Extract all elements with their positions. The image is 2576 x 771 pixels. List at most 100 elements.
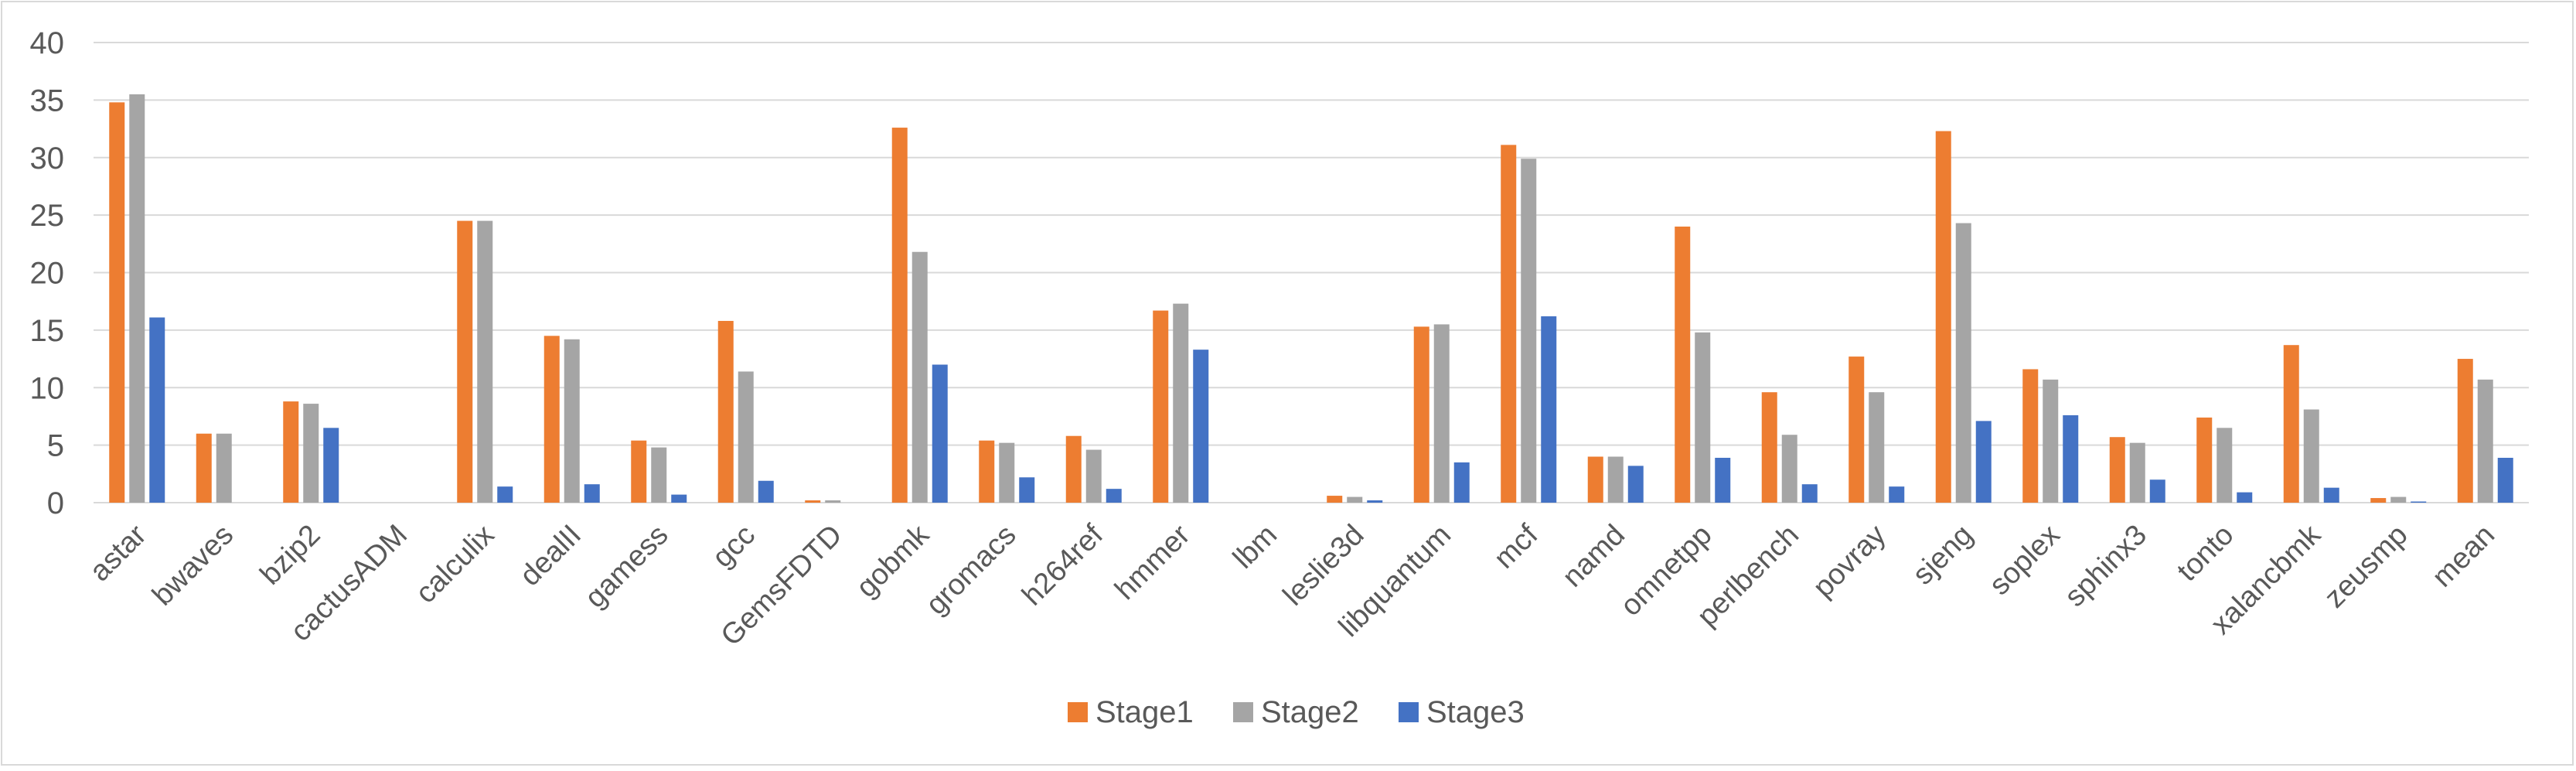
bar-stage2-gobmk: [911, 251, 928, 503]
bar-stage2-dealii: [564, 339, 580, 503]
bar-stage1-namd: [1587, 456, 1603, 503]
bar-stage1-sjeng: [1935, 131, 1951, 503]
bar-stage2-gamess: [651, 447, 667, 503]
bar-stage3-libquantum: [1453, 462, 1470, 503]
bar-stage2-leslie3d: [1347, 496, 1363, 503]
legend-label: Stage2: [1261, 695, 1359, 729]
x-tick-label: gobmk: [850, 518, 936, 604]
bar-stage1-gamess: [631, 440, 647, 503]
y-tick-label: 0: [47, 486, 64, 520]
gridlines: [94, 42, 2529, 503]
bar-stage3-xalancbmk: [2323, 487, 2339, 503]
bar-stage1-gobmk: [891, 128, 908, 503]
x-tick-label: soplex: [1983, 519, 2066, 602]
bar-stage1-leslie3d: [1327, 496, 1343, 503]
legend-label: Stage3: [1426, 695, 1525, 729]
bar-stage2-h264ref: [1085, 449, 1102, 503]
x-tick-label: hmmer: [1109, 518, 1197, 606]
x-tick-label: lbm: [1227, 519, 1283, 575]
bar-stage3-gcc: [758, 480, 774, 503]
x-tick-label: astar: [83, 518, 153, 588]
x-tick-label: gamess: [579, 519, 675, 615]
bar-stage1-dealii: [543, 336, 560, 503]
bars: [109, 94, 2513, 503]
bar-stage2-calculix: [477, 220, 493, 503]
bar-stage2-astar: [129, 94, 145, 503]
bar-stage2-gromacs: [999, 442, 1015, 503]
bar-stage1-povray: [1849, 357, 1865, 503]
x-tick-label: dealII: [514, 519, 588, 592]
legend: Stage1 Stage2 Stage3: [1068, 695, 1525, 729]
bar-stage2-tonto: [2217, 428, 2233, 503]
bar-stage2-bwaves: [216, 433, 232, 503]
bar-stage3-namd: [1627, 466, 1644, 503]
x-tick-label: h264ref: [1016, 518, 1109, 612]
x-tick-label: calculix: [410, 519, 501, 610]
bar-stage2-soplex: [2043, 379, 2059, 503]
x-tick-label: sphinx3: [2059, 519, 2153, 613]
bar-stage3-gobmk: [932, 364, 948, 503]
bar-stage2-gcc: [738, 371, 754, 503]
bar-stage3-soplex: [2063, 414, 2079, 503]
bar-stage3-calculix: [497, 486, 513, 503]
legend-swatch: [1068, 702, 1088, 722]
bar-stage3-gromacs: [1019, 477, 1035, 503]
bar-stage3-astar: [149, 317, 165, 503]
bar-stage2-bzip2: [303, 404, 319, 503]
y-tick-label: 20: [30, 257, 65, 291]
y-tick-label: 35: [30, 84, 65, 118]
bar-stage1-gromacs: [979, 440, 995, 503]
bar-stage2-libquantum: [1433, 324, 1450, 503]
bar-stage2-mean: [2477, 379, 2493, 503]
bar-stage3-povray: [1889, 486, 1905, 503]
bar-stage2-mcf: [1521, 159, 1537, 503]
bar-stage1-astar: [109, 102, 125, 503]
y-tick-label: 5: [47, 429, 64, 463]
bar-stage3-perlbench: [1801, 484, 1818, 503]
y-tick-label: 15: [30, 314, 65, 348]
bar-stage3-mean: [2497, 457, 2513, 503]
bar-stage1-h264ref: [1065, 435, 1082, 503]
x-tick-label: tonto: [2171, 519, 2240, 588]
y-axis-tick-labels: 0 5 10 15 20 25 30 35 40: [30, 26, 65, 520]
bar-stage1-soplex: [2022, 369, 2039, 503]
y-tick-label: 25: [30, 199, 65, 233]
bar-stage1-calculix: [457, 220, 473, 503]
bar-stage2-perlbench: [1781, 435, 1797, 503]
bar-stage2-namd: [1607, 456, 1624, 503]
x-tick-label: bwaves: [146, 519, 240, 612]
bar-stage3-sphinx3: [2149, 479, 2165, 503]
bar-stage1-gcc: [717, 320, 734, 503]
bar-stage2-sjeng: [1955, 223, 1971, 503]
x-tick-label: mean: [2426, 519, 2501, 594]
bar-stage3-bzip2: [323, 428, 339, 503]
bar-stage2-povray: [1869, 392, 1885, 503]
y-tick-label: 30: [30, 142, 65, 176]
bar-stage1-sphinx3: [2109, 437, 2125, 503]
bar-stage1-bzip2: [283, 401, 299, 503]
bar-stage3-hmmer: [1193, 350, 1209, 503]
bar-stage3-leslie3d: [1367, 500, 1383, 503]
bar-stage1-bwaves: [196, 433, 212, 503]
bar-stage3-tonto: [2237, 492, 2253, 503]
x-tick-label: zeusmp: [2319, 519, 2414, 615]
x-tick-label: povray: [1807, 519, 1892, 604]
bar-stage2-zeusmp: [2390, 496, 2407, 503]
bar-stage3-sjeng: [1975, 421, 1992, 503]
bar-stage1-zeusmp: [2370, 498, 2387, 503]
x-tick-label: mcf: [1488, 518, 1545, 575]
bar-stage3-zeusmp: [2411, 501, 2427, 503]
bar-stage1-mcf: [1501, 145, 1517, 503]
x-tick-label: gcc: [707, 519, 762, 575]
bar-stage2-hmmer: [1173, 303, 1189, 503]
bar-stage3-h264ref: [1106, 489, 1122, 503]
bar-stage3-omnetpp: [1715, 457, 1731, 503]
bar-stage1-tonto: [2196, 417, 2213, 503]
bar-stage2-xalancbmk: [2303, 409, 2319, 503]
y-tick-label: 10: [30, 371, 65, 405]
bar-stage1-mean: [2457, 359, 2473, 503]
bar-stage2-sphinx3: [2129, 442, 2145, 503]
bar-stage1-perlbench: [1761, 392, 1777, 503]
